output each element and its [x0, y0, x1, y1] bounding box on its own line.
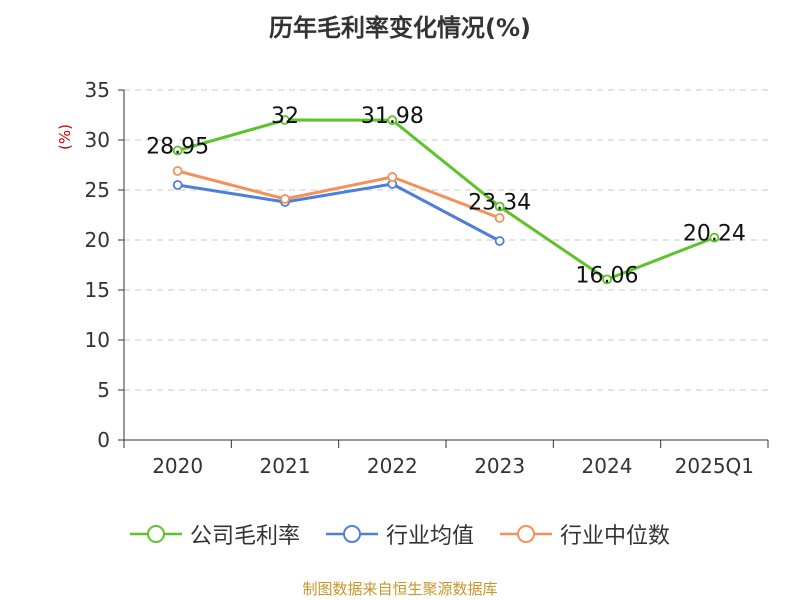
legend-item-company[interactable]: 公司毛利率 — [129, 518, 300, 550]
legend-label-industry-median: 行业中位数 — [560, 524, 671, 549]
x-tick-label: 2020 — [152, 454, 203, 478]
legend: 公司毛利率 行业均值 行业中位数 — [0, 518, 800, 550]
y-tick-label: 5 — [97, 378, 110, 402]
data-point — [494, 236, 505, 246]
data-label: 20.24 — [683, 222, 746, 247]
x-tick-label: 2025Q1 — [675, 454, 754, 478]
series-line-0 — [177, 118, 715, 281]
data-point — [280, 194, 290, 204]
data-point — [280, 115, 290, 125]
data-point — [172, 166, 183, 176]
data-point — [494, 201, 505, 212]
data-point — [172, 145, 183, 156]
legend-label-company: 公司毛利率 — [189, 524, 300, 549]
data-label: 16.06 — [576, 263, 639, 288]
data-point — [387, 172, 398, 182]
legend-marker-industry-median — [500, 525, 552, 543]
data-point — [709, 232, 720, 243]
data-label: 23.34 — [468, 191, 531, 216]
chart-title: 历年毛利率变化情况(%) — [269, 14, 531, 42]
data-point — [494, 213, 505, 223]
series-line-2 — [177, 169, 501, 220]
x-tick-label: 2021 — [260, 454, 311, 478]
data-label: 28.95 — [146, 135, 209, 160]
data-point — [172, 180, 183, 190]
data-point — [387, 115, 398, 126]
y-tick-label: 25 — [85, 178, 110, 202]
y-tick-label: 20 — [85, 228, 110, 252]
legend-item-industry-median[interactable]: 行业中位数 — [500, 518, 670, 550]
legend-marker-industry-mean — [325, 525, 378, 543]
x-tick-label: 2024 — [582, 454, 633, 478]
data-point — [602, 274, 612, 285]
series-line-1 — [177, 182, 501, 243]
legend-marker-company — [129, 525, 182, 543]
y-tick-label: 35 — [85, 78, 110, 102]
y-tick-label: 0 — [97, 428, 110, 452]
y-tick-label: 30 — [85, 128, 110, 152]
data-source: 制图数据来自恒生聚源数据库 — [302, 580, 498, 598]
legend-item-industry-mean[interactable]: 行业均值 — [325, 518, 474, 550]
x-tick-label: 2022 — [367, 454, 418, 478]
y-tick-label: 15 — [85, 278, 110, 302]
data-label: 32 — [271, 104, 299, 129]
data-label: 31.98 — [361, 104, 424, 129]
x-tick-label: 2023 — [474, 454, 525, 478]
y-tick-label: 10 — [85, 328, 110, 352]
legend-label-industry-mean: 行业均值 — [385, 524, 474, 549]
